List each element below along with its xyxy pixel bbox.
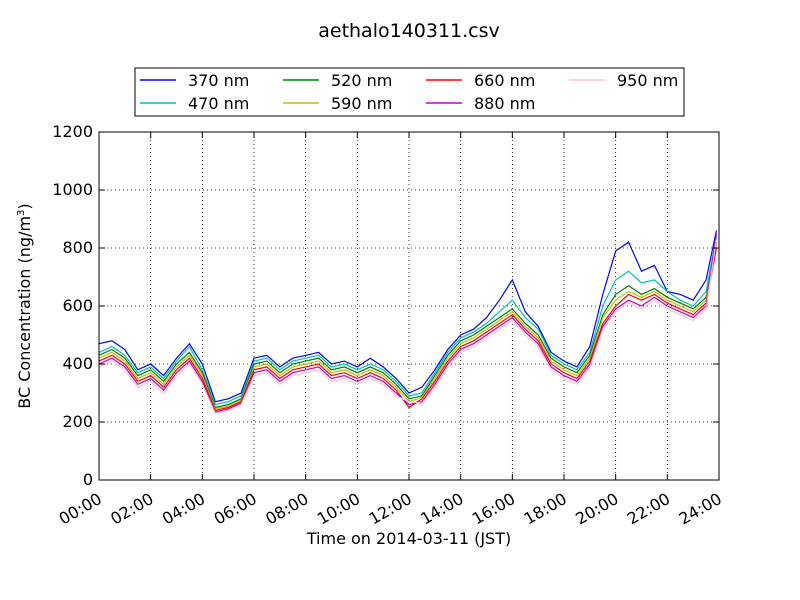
series-line-950-nm <box>98 239 717 414</box>
series-line-660-nm <box>98 247 717 412</box>
legend-label: 590 nm <box>331 94 392 113</box>
legend-label: 660 nm <box>474 71 535 90</box>
x-tick-label: 18:00 <box>521 489 570 529</box>
legend-label: 370 nm <box>188 71 249 90</box>
x-tick-label: 06:00 <box>211 489 260 529</box>
y-tick-label: 200 <box>62 412 93 431</box>
x-tick-label: 14:00 <box>417 489 466 529</box>
y-tick-label: 0 <box>83 470 93 489</box>
x-tick-label: 10:00 <box>314 489 363 529</box>
legend: 370 nm 470 nm 520 nm 590 nm 660 nm 880 nm 950 … <box>134 67 685 117</box>
legend-box <box>134 67 685 117</box>
y-tick-label: 1000 <box>52 180 93 199</box>
x-tick-label: 02:00 <box>107 489 156 529</box>
x-tick-label: 24:00 <box>676 489 725 529</box>
legend-label: 950 nm <box>617 71 678 90</box>
y-axis-label-end: ) <box>15 203 34 209</box>
series-line-520-nm <box>98 242 717 409</box>
y-tick-label: 400 <box>62 354 93 373</box>
x-tick-label: 08:00 <box>262 489 311 529</box>
chart-title: aethalo140311.csv <box>318 20 500 42</box>
y-axis-label: BC Concentration (ng/m3) <box>15 203 34 408</box>
y-tick-label: 600 <box>62 296 93 315</box>
x-tick-label: 04:00 <box>159 489 208 529</box>
y-axis-label-main: BC Concentration (ng/m <box>15 216 34 409</box>
series-line-590-nm <box>98 244 717 410</box>
y-axis-label-superscript: 3 <box>16 210 27 216</box>
series-lines <box>98 230 717 414</box>
x-axis-label: Time on 2014-03-11 (JST) <box>306 529 511 548</box>
grid <box>99 132 719 480</box>
axis-ticks: 00:00 02:00 04:00 06:00 08:00 10:00 12:00 14:00… <box>52 122 725 529</box>
x-tick-label: 00:00 <box>56 489 105 529</box>
y-tick-label: 800 <box>62 238 93 257</box>
series-line-880-nm <box>98 233 717 413</box>
series-line-370-nm <box>98 230 717 403</box>
legend-label: 880 nm <box>474 94 535 113</box>
x-tick-label: 20:00 <box>572 489 621 529</box>
series-line-470-nm <box>98 236 717 406</box>
legend-label: 470 nm <box>188 94 249 113</box>
x-tick-label: 12:00 <box>366 489 415 529</box>
x-tick-label: 22:00 <box>624 489 673 529</box>
y-tick-label: 1200 <box>52 122 93 141</box>
legend-label: 520 nm <box>331 71 392 90</box>
x-tick-label: 16:00 <box>469 489 518 529</box>
